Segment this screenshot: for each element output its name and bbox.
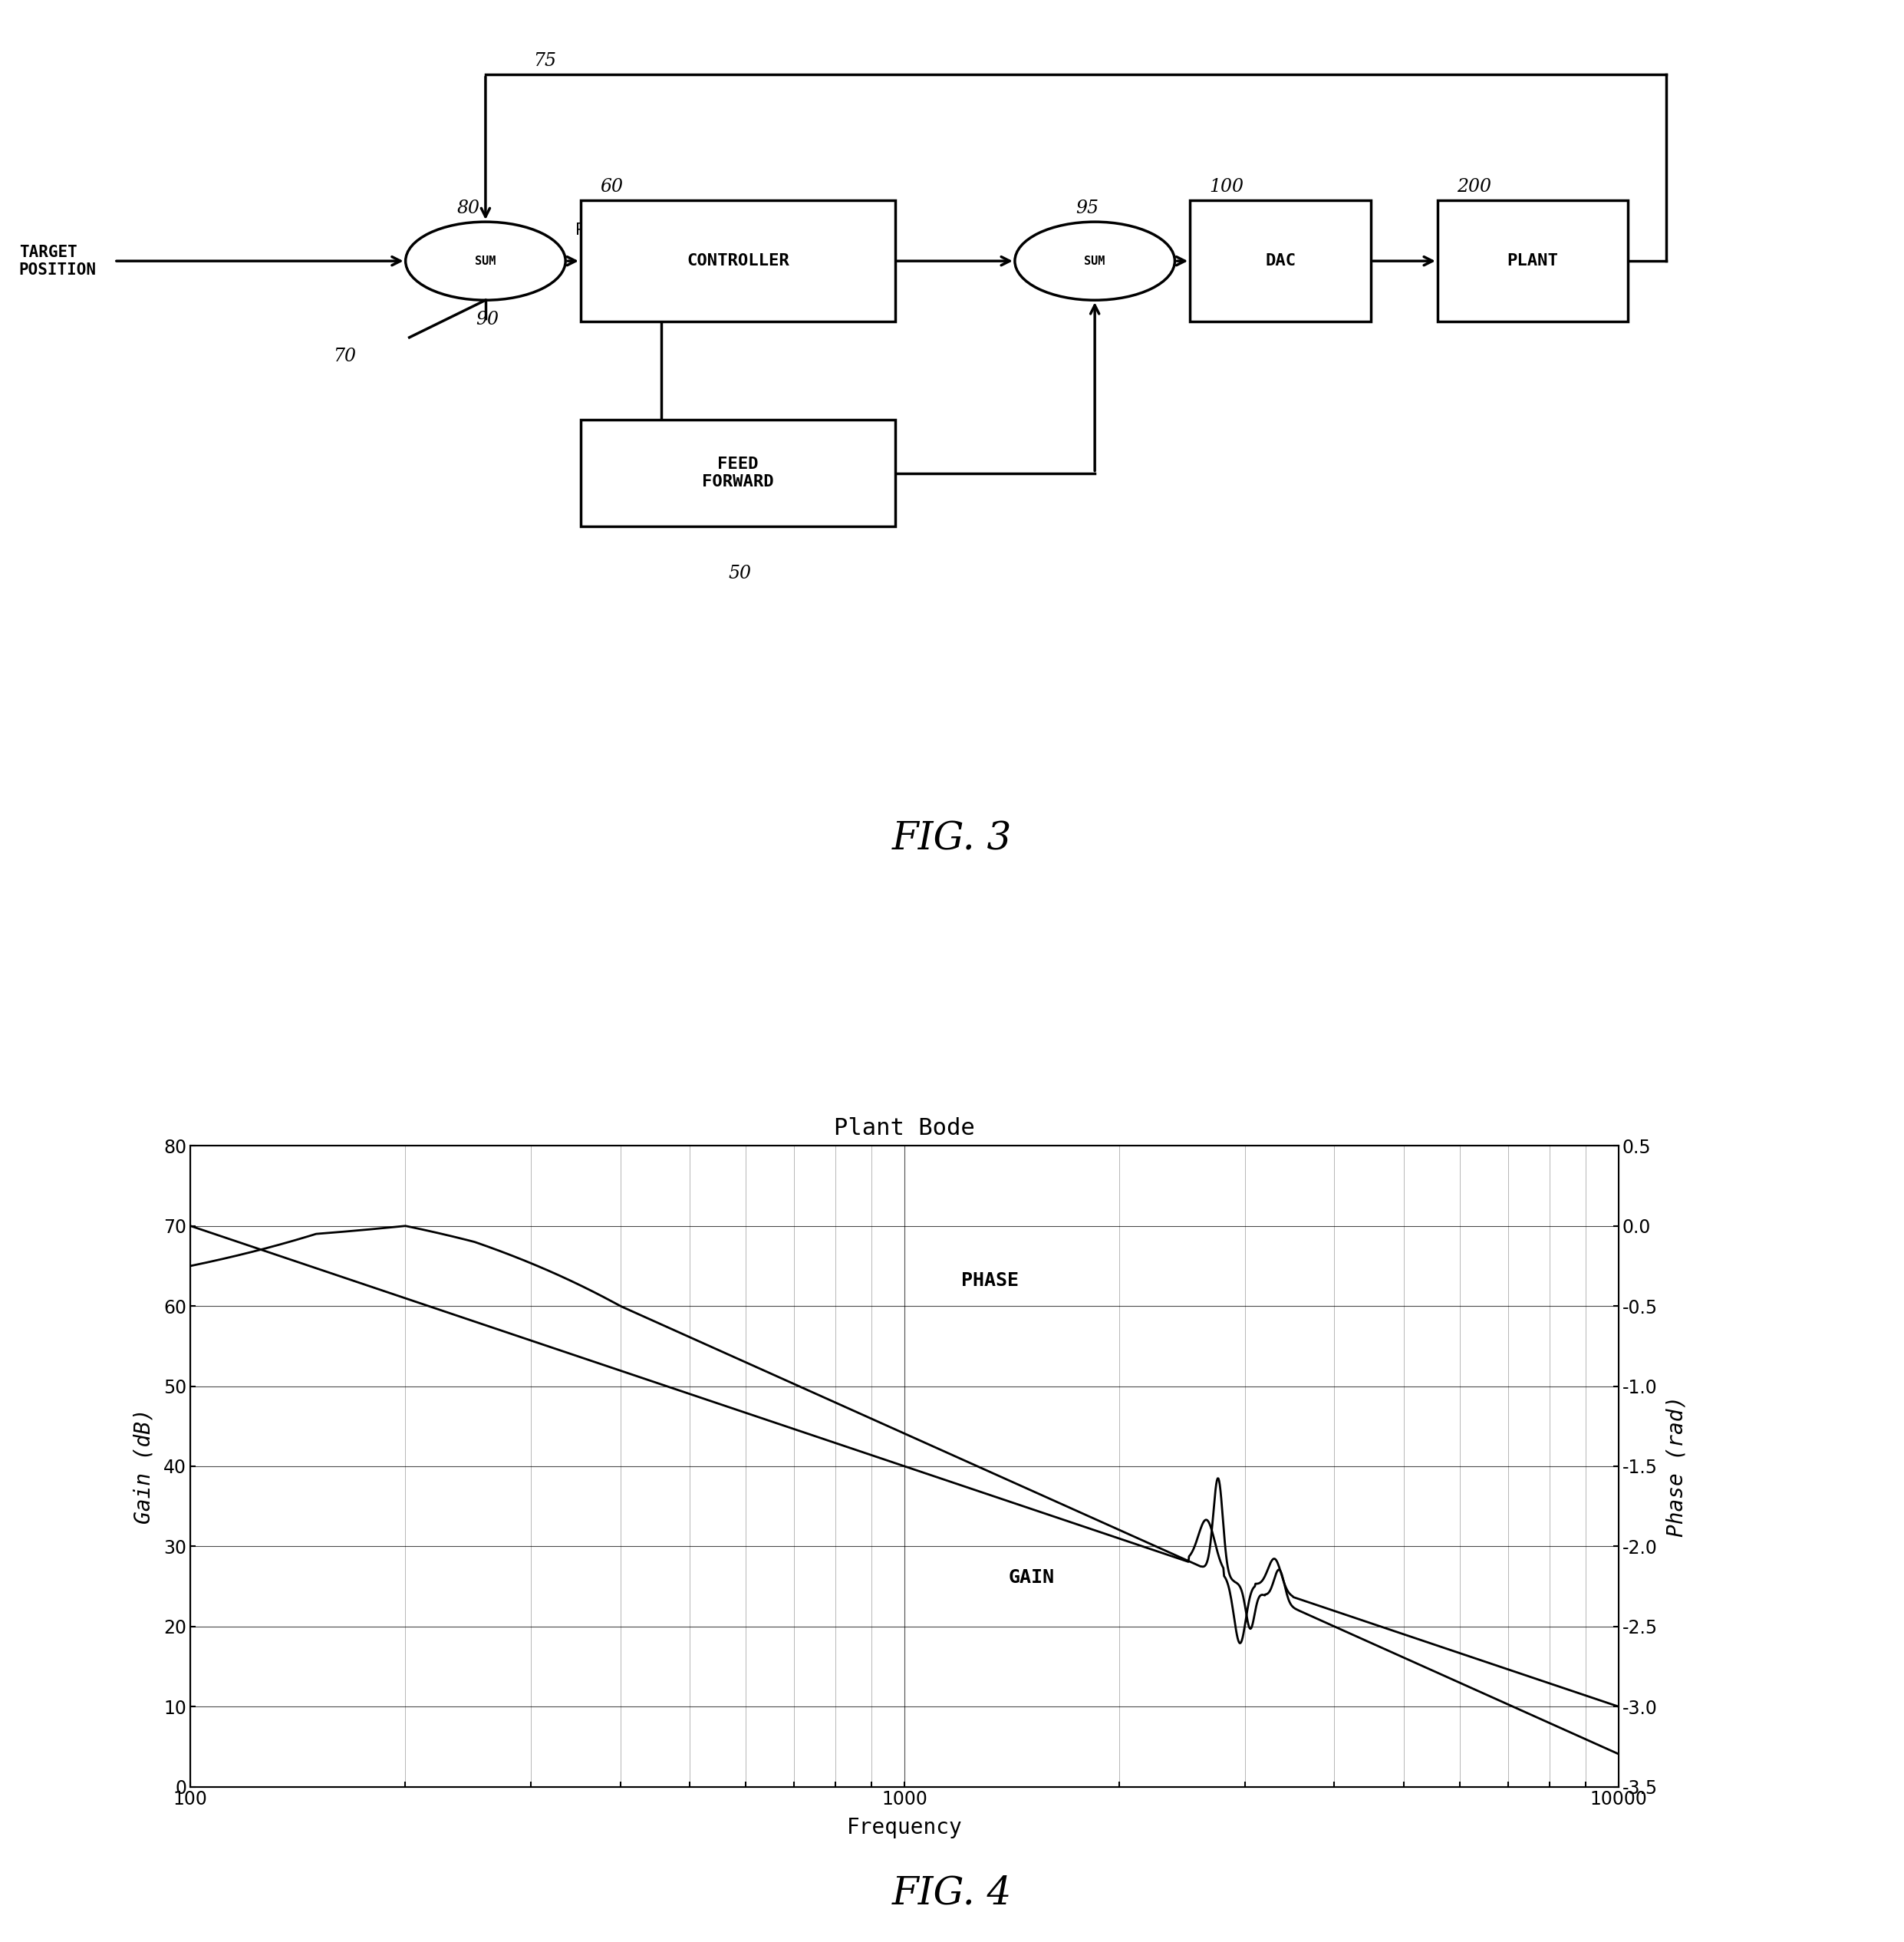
Y-axis label: Phase (rad): Phase (rad) xyxy=(1666,1396,1687,1536)
Text: 60: 60 xyxy=(600,179,623,196)
Text: PLANT: PLANT xyxy=(1508,252,1557,268)
FancyBboxPatch shape xyxy=(581,200,895,322)
FancyBboxPatch shape xyxy=(581,419,895,526)
Text: CONTROLLER: CONTROLLER xyxy=(687,252,788,268)
Text: 75: 75 xyxy=(533,52,556,70)
Text: SUM: SUM xyxy=(474,254,497,266)
Text: GAIN: GAIN xyxy=(1009,1567,1055,1587)
Text: FIG. 3: FIG. 3 xyxy=(891,820,1013,858)
Text: 200: 200 xyxy=(1457,179,1491,196)
Text: SUM: SUM xyxy=(1083,254,1106,266)
FancyBboxPatch shape xyxy=(1190,200,1371,322)
Text: 80: 80 xyxy=(457,200,480,218)
Text: FIG. 4: FIG. 4 xyxy=(891,1874,1013,1913)
Text: 70: 70 xyxy=(333,348,356,365)
Text: 90: 90 xyxy=(476,311,499,328)
Title: Plant Bode: Plant Bode xyxy=(834,1117,975,1140)
Text: PHASE: PHASE xyxy=(962,1272,1019,1289)
Text: DAC: DAC xyxy=(1264,252,1297,268)
X-axis label: Frequency: Frequency xyxy=(847,1818,962,1839)
Text: FEED
FORWARD: FEED FORWARD xyxy=(703,456,773,489)
Text: 100: 100 xyxy=(1209,179,1243,196)
Text: TARGET
POSITION: TARGET POSITION xyxy=(19,245,97,278)
FancyBboxPatch shape xyxy=(1438,200,1628,322)
Text: 95: 95 xyxy=(1076,200,1099,218)
Text: PES: PES xyxy=(575,221,604,237)
Y-axis label: Gain (dB): Gain (dB) xyxy=(133,1408,154,1524)
Text: 50: 50 xyxy=(727,565,752,583)
